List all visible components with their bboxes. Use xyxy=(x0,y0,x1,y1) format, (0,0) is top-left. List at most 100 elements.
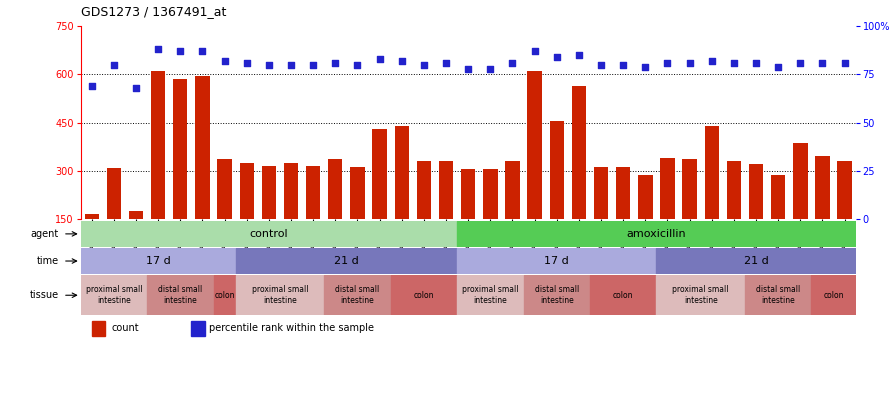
Point xyxy=(528,48,542,55)
Bar xyxy=(306,166,321,267)
Point xyxy=(572,52,586,58)
Bar xyxy=(195,76,210,267)
Bar xyxy=(745,275,812,315)
Text: 17 d: 17 d xyxy=(146,256,170,266)
Bar xyxy=(704,126,719,267)
Text: 21 d: 21 d xyxy=(744,256,769,266)
Bar xyxy=(213,275,236,315)
Bar xyxy=(771,175,786,267)
Bar xyxy=(638,175,652,267)
Text: colon: colon xyxy=(823,291,844,300)
Point xyxy=(704,58,719,64)
Bar xyxy=(328,160,342,267)
Bar xyxy=(572,85,586,267)
Bar xyxy=(457,248,657,274)
Point xyxy=(838,60,852,66)
Bar xyxy=(457,275,523,315)
Point xyxy=(771,64,785,70)
Point xyxy=(749,60,763,66)
Text: proximal small
intestine: proximal small intestine xyxy=(86,285,142,305)
Point xyxy=(306,62,321,68)
Bar xyxy=(81,221,457,247)
Bar xyxy=(749,164,763,267)
Bar xyxy=(239,163,254,267)
Text: 17 d: 17 d xyxy=(545,256,569,266)
Text: time: time xyxy=(37,256,58,266)
Bar xyxy=(324,275,391,315)
Text: count: count xyxy=(112,324,139,333)
Point xyxy=(483,65,497,72)
Text: distal small
intestine: distal small intestine xyxy=(159,285,202,305)
Point xyxy=(394,58,409,64)
Bar xyxy=(594,167,608,267)
Point xyxy=(683,60,697,66)
Bar xyxy=(236,275,324,315)
Bar xyxy=(350,167,365,267)
Bar xyxy=(236,248,457,274)
Point xyxy=(417,62,431,68)
Bar xyxy=(84,214,99,267)
Point xyxy=(195,48,210,55)
Bar xyxy=(439,161,453,267)
Bar xyxy=(91,321,105,336)
Text: distal small
intestine: distal small intestine xyxy=(535,285,579,305)
Bar xyxy=(549,121,564,267)
Text: GDS1273 / 1367491_at: GDS1273 / 1367491_at xyxy=(81,5,226,18)
Text: proximal small
intestine: proximal small intestine xyxy=(672,285,729,305)
Point xyxy=(815,60,830,66)
Point xyxy=(461,65,475,72)
Bar xyxy=(107,168,121,267)
Point xyxy=(284,62,298,68)
Text: colon: colon xyxy=(613,291,633,300)
Point xyxy=(660,60,675,66)
Bar xyxy=(660,158,675,267)
Bar xyxy=(151,71,166,267)
Bar xyxy=(129,211,143,267)
Text: amoxicillin: amoxicillin xyxy=(626,229,686,239)
Text: percentile rank within the sample: percentile rank within the sample xyxy=(209,324,374,333)
Point xyxy=(173,48,187,55)
Bar xyxy=(657,275,745,315)
Bar xyxy=(657,248,856,274)
Point xyxy=(107,62,121,68)
Text: distal small
intestine: distal small intestine xyxy=(756,285,800,305)
Point xyxy=(84,83,99,89)
Point xyxy=(239,60,254,66)
Text: distal small
intestine: distal small intestine xyxy=(335,285,380,305)
Point xyxy=(373,56,387,62)
Bar xyxy=(147,275,213,315)
Bar xyxy=(173,79,187,267)
Point xyxy=(594,62,608,68)
Text: 21 d: 21 d xyxy=(334,256,358,266)
Bar xyxy=(683,160,697,267)
Point xyxy=(218,58,232,64)
Text: proximal small
intestine: proximal small intestine xyxy=(462,285,519,305)
Text: colon: colon xyxy=(214,291,235,300)
Bar xyxy=(394,126,409,267)
Point xyxy=(439,60,453,66)
Bar xyxy=(616,167,631,267)
Point xyxy=(151,46,165,53)
Point xyxy=(129,85,143,91)
Bar xyxy=(417,161,431,267)
Text: agent: agent xyxy=(30,229,58,239)
Bar xyxy=(528,71,542,267)
Text: tissue: tissue xyxy=(30,290,58,300)
Bar xyxy=(505,161,520,267)
Bar xyxy=(192,321,204,336)
Bar xyxy=(81,275,147,315)
Bar xyxy=(391,275,457,315)
Text: colon: colon xyxy=(414,291,435,300)
Point xyxy=(616,62,631,68)
Bar xyxy=(793,143,807,267)
Bar xyxy=(461,169,476,267)
Bar xyxy=(590,275,657,315)
Point xyxy=(793,60,807,66)
Bar xyxy=(373,129,387,267)
Bar xyxy=(262,166,276,267)
Bar xyxy=(838,161,852,267)
Bar xyxy=(457,221,856,247)
Bar xyxy=(815,156,830,267)
Point xyxy=(350,62,365,68)
Bar xyxy=(727,161,741,267)
